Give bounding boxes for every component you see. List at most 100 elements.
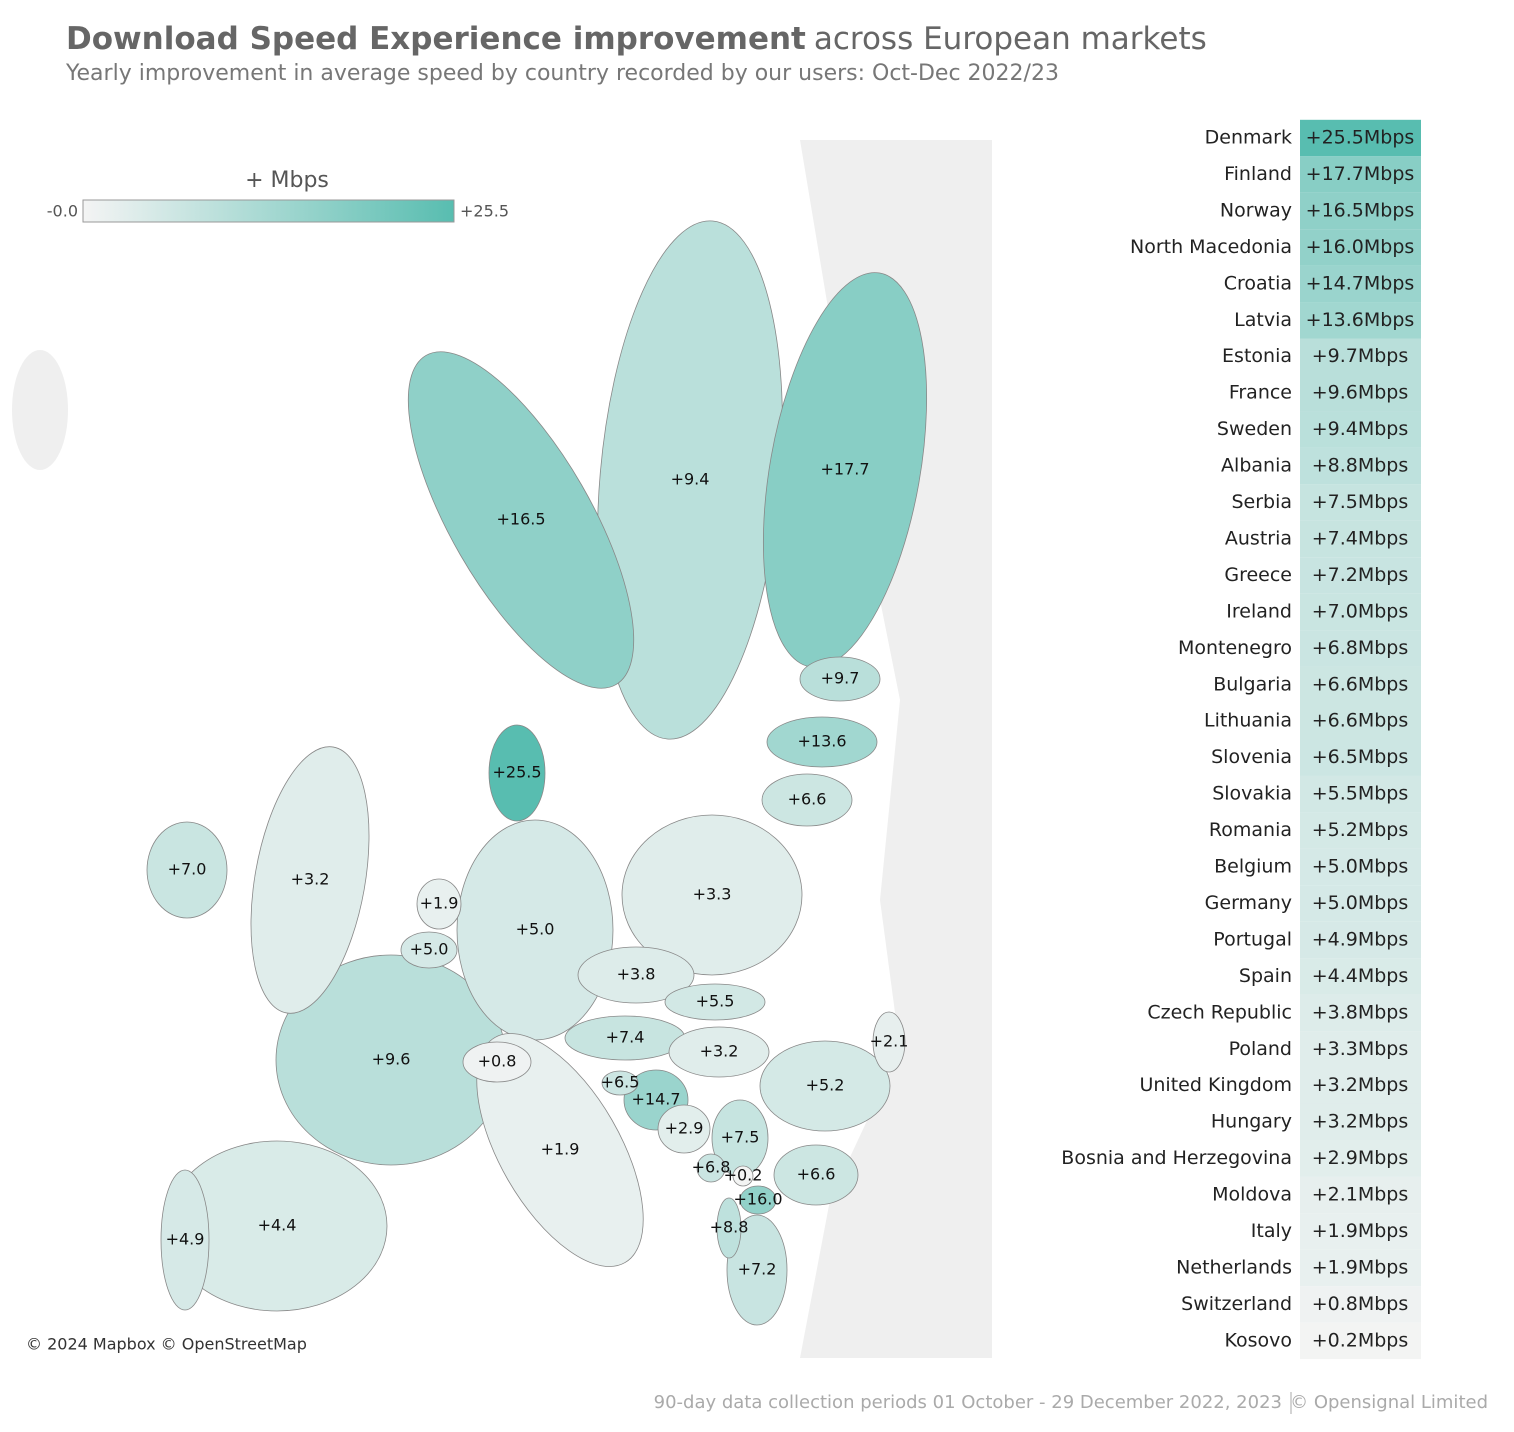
map-label: +2.1 — [870, 1032, 909, 1051]
country-name: Estonia — [1222, 345, 1292, 367]
value-label: +7.0Mbps — [1312, 600, 1409, 622]
map-label: +25.5 — [492, 763, 541, 782]
map-label: +9.4 — [671, 470, 710, 489]
value-label: +14.7Mbps — [1306, 272, 1415, 294]
value-label: +5.0Mbps — [1312, 856, 1409, 878]
value-cell — [1300, 775, 1421, 813]
map-label: +14.7 — [631, 1090, 680, 1109]
map-label: +5.0 — [516, 920, 555, 939]
country-name: North Macedonia — [1130, 236, 1292, 258]
value-label: +3.8Mbps — [1312, 1001, 1409, 1023]
map-label: +7.5 — [721, 1128, 760, 1147]
map-label: +6.5 — [601, 1073, 640, 1092]
country-shape — [761, 773, 853, 827]
country-name: Bulgaria — [1213, 673, 1292, 695]
country-name: Bosnia and Herzegovina — [1061, 1147, 1292, 1169]
map-label: +8.8 — [710, 1218, 749, 1237]
value-cell — [1300, 156, 1421, 193]
map-label: +6.6 — [797, 1165, 836, 1184]
footer-right: © Opensignal Limited — [1290, 1392, 1488, 1413]
value-label: +6.6Mbps — [1312, 710, 1409, 732]
value-label: +25.5Mbps — [1306, 127, 1415, 149]
value-label: +16.0Mbps — [1306, 236, 1415, 258]
country-shape — [696, 1153, 726, 1183]
value-cell — [1300, 885, 1421, 922]
value-cell — [1300, 374, 1421, 412]
country-shape — [726, 1214, 788, 1326]
value-cell — [1300, 666, 1421, 704]
map-label: +7.0 — [168, 860, 207, 879]
map-label: +1.9 — [420, 894, 459, 913]
map-label: +16.0 — [733, 1190, 782, 1209]
map-label: +6.6 — [788, 790, 827, 809]
country-name: Sweden — [1217, 418, 1292, 440]
land-background — [800, 140, 992, 1358]
value-label: +3.2Mbps — [1312, 1111, 1409, 1133]
footer-left: 90-day data collection periods 01 Octobe… — [654, 1392, 1282, 1413]
value-label: +17.7Mbps — [1306, 163, 1415, 185]
country-name: Poland — [1229, 1038, 1292, 1060]
country-name: Norway — [1220, 199, 1292, 221]
map-label: +7.2 — [738, 1260, 777, 1279]
value-cell — [1300, 958, 1421, 995]
country-shape — [416, 878, 462, 930]
map-label: +3.2 — [700, 1042, 739, 1061]
title-rest: across European markets — [814, 21, 1207, 57]
country-name: United Kingdom — [1139, 1074, 1292, 1096]
value-cell — [1300, 1031, 1421, 1068]
country-shape — [716, 1197, 742, 1259]
value-cell — [1300, 848, 1421, 886]
country-shape — [668, 1026, 770, 1078]
country-name: Romania — [1209, 819, 1292, 841]
value-cell — [1300, 229, 1421, 266]
country-name: Montenegro — [1178, 637, 1292, 659]
map-label: +6.8 — [692, 1158, 731, 1177]
country-shape — [657, 1104, 711, 1154]
value-cell — [1300, 557, 1421, 594]
value-label: +1.9Mbps — [1312, 1220, 1409, 1242]
attribution: © 2024 Mapbox © OpenStreetMap — [26, 1335, 307, 1354]
value-label: +5.2Mbps — [1312, 819, 1409, 841]
value-label: +4.9Mbps — [1312, 928, 1409, 950]
legend-min: -0.0 — [47, 202, 78, 221]
value-cell — [1300, 703, 1421, 740]
country-shape — [488, 724, 546, 822]
country-shape — [407, 351, 635, 689]
value-cell — [1300, 739, 1421, 776]
country-shape — [160, 1169, 210, 1311]
country-name: Kosovo — [1224, 1329, 1292, 1351]
map-label: +7.4 — [606, 1028, 645, 1047]
country-shape — [759, 1040, 891, 1132]
map: +25.5 +17.7 +16.5 +16.0 +14.7 +13.6 +9.7 +9.6 +9… — [12, 120, 992, 1358]
value-cell — [1300, 484, 1421, 521]
country-name: Portugal — [1213, 928, 1292, 950]
legend-max: +25.5 — [460, 202, 509, 221]
value-cell — [1300, 1176, 1421, 1214]
value-label: +6.8Mbps — [1312, 637, 1409, 659]
country-shape — [766, 716, 878, 768]
value-label: +7.4Mbps — [1312, 527, 1409, 549]
value-label: +9.6Mbps — [1312, 382, 1409, 404]
value-cell — [1300, 1286, 1421, 1323]
country-name: Greece — [1224, 564, 1292, 586]
country-shape — [400, 931, 458, 969]
map-label: +17.7 — [820, 460, 869, 479]
value-cell — [1300, 520, 1421, 558]
country-shape — [799, 656, 881, 702]
map-label: +4.9 — [166, 1230, 205, 1249]
land-background — [12, 350, 68, 470]
country-shape — [250, 746, 370, 1014]
value-label: +4.4Mbps — [1312, 965, 1409, 987]
legend-bar — [82, 199, 455, 223]
value-cell — [1300, 192, 1421, 230]
value-label: +1.9Mbps — [1312, 1256, 1409, 1278]
value-cell — [1300, 265, 1421, 303]
legend-title: + Mbps — [245, 168, 329, 193]
map-label: +0.2 — [724, 1166, 763, 1185]
value-label: +5.0Mbps — [1312, 892, 1409, 914]
country-shape — [476, 1033, 644, 1267]
map-label: +5.2 — [806, 1076, 845, 1095]
country-name: Finland — [1224, 163, 1292, 185]
country-shape — [872, 1011, 906, 1073]
